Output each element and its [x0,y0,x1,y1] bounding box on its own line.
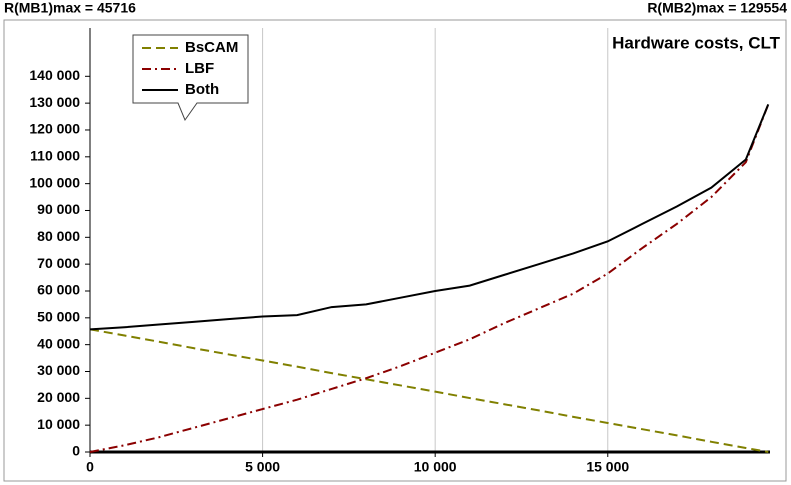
chart-title: Hardware costs, CLT [612,33,780,52]
y-tick-label: 20 000 [37,389,80,405]
panel [3,19,787,482]
legend-label: BsCAM [185,39,238,56]
x-tick-label: 5 000 [245,459,280,475]
y-tick-label: 40 000 [37,335,80,351]
y-tick-label: 50 000 [37,309,80,325]
series-line [89,103,770,331]
y-tick-label: 0 [72,443,80,459]
legend-label: Both [185,81,219,98]
legend-label: LBF [185,60,214,77]
y-tick-label: 70 000 [37,255,80,271]
header-left: R(MB1)max = 45716 [4,0,136,16]
x-tick-label: 15 000 [586,459,629,475]
y-tick-label: 10 000 [37,416,80,432]
y-tick-label: 30 000 [37,362,80,378]
y-tick-label: 140 000 [29,67,80,83]
x-tick-label: 0 [86,459,94,475]
y-tick-label: 110 000 [30,148,80,164]
y-tick-label: 130 000 [29,94,80,110]
y-tick-label: 60 000 [37,282,80,298]
y-tick-label: 100 000 [29,174,80,190]
header-right: R(MB2)max = 129554 [647,0,787,16]
series-line [89,328,769,453]
x-tick-label: 10 000 [414,459,457,475]
y-tick-label: 120 000 [29,121,80,137]
series-line [89,103,770,453]
y-tick-label: 90 000 [37,201,80,217]
legend-box [132,34,249,122]
y-tick-label: 80 000 [37,228,80,244]
